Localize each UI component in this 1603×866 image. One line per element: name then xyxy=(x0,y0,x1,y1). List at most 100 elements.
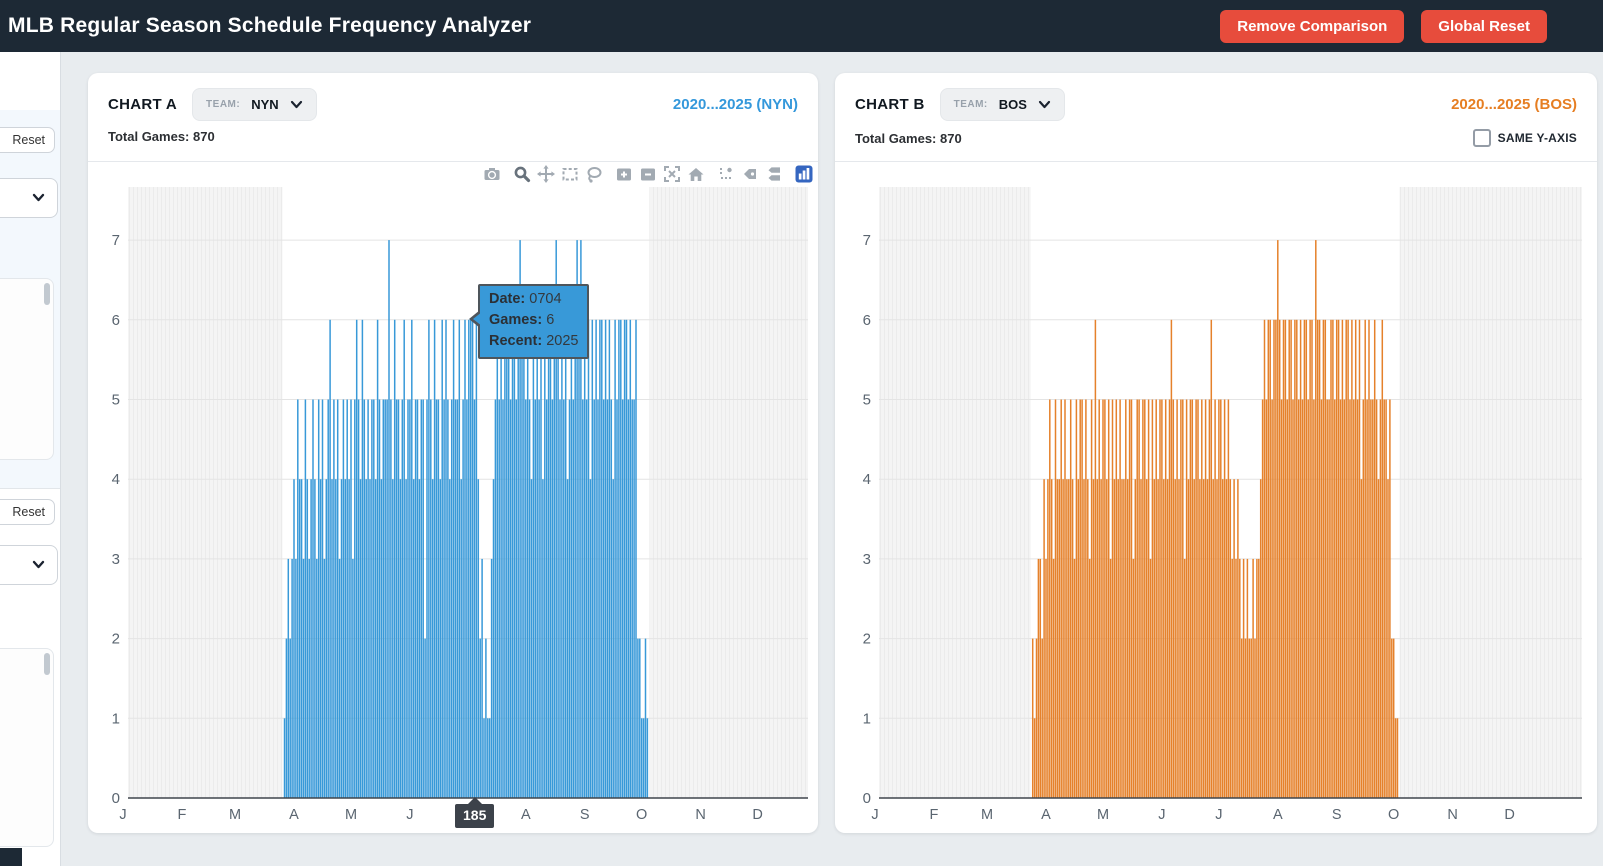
team-label: TEAM: xyxy=(206,99,241,110)
plotly-logo-icon[interactable] xyxy=(793,162,814,185)
svg-text:4: 4 xyxy=(112,471,120,488)
scrollbar-thumb[interactable] xyxy=(44,653,50,675)
top-bar: MLB Regular Season Schedule Frequency An… xyxy=(0,0,1603,52)
autoscale-icon[interactable] xyxy=(661,162,682,185)
svg-text:J: J xyxy=(871,807,878,823)
svg-text:M: M xyxy=(981,807,993,823)
chart-b-card: CHART B TEAM: BOS 2020...2025 (BOS) Tota… xyxy=(835,73,1597,833)
svg-text:7: 7 xyxy=(863,232,871,249)
svg-text:F: F xyxy=(177,807,186,823)
chart-a-xaxis-hover-label: 185 xyxy=(455,797,495,828)
svg-text:M: M xyxy=(229,807,241,823)
zoom-in-icon[interactable] xyxy=(613,162,634,185)
svg-text:2: 2 xyxy=(863,631,871,648)
svg-text:5: 5 xyxy=(112,392,120,409)
svg-text:4: 4 xyxy=(863,471,871,488)
chart-a-header: CHART A TEAM: NYN 2020...2025 (NYN) Tota… xyxy=(88,73,818,162)
team-value: NYN xyxy=(251,97,279,112)
chevron-down-icon xyxy=(290,100,302,109)
chart-a-title: CHART A xyxy=(108,96,178,113)
modebar-group xyxy=(613,162,706,185)
plotly-modebar xyxy=(472,162,814,185)
svg-text:1: 1 xyxy=(112,710,120,727)
svg-text:N: N xyxy=(695,807,705,823)
same-y-axis-checkbox[interactable] xyxy=(1472,129,1491,147)
svg-text:J: J xyxy=(1158,807,1165,823)
svg-text:D: D xyxy=(1504,807,1514,823)
chart-b-team-select[interactable]: TEAM: BOS xyxy=(939,88,1065,121)
svg-text:N: N xyxy=(1447,807,1457,823)
chart-a-card: CHART A TEAM: NYN 2020...2025 (NYN) Tota… xyxy=(88,73,818,833)
filter-reset-button-1[interactable]: Reset xyxy=(0,127,55,153)
modebar-group xyxy=(715,162,784,185)
svg-text:A: A xyxy=(1273,807,1283,823)
svg-text:J: J xyxy=(119,807,126,823)
team-label: TEAM: xyxy=(953,99,988,110)
svg-text:1: 1 xyxy=(863,710,871,727)
chart-b-title: CHART B xyxy=(855,96,925,113)
chevron-down-icon xyxy=(1038,100,1051,109)
filter-sidebar: Reset Reset xyxy=(0,52,61,866)
remove-comparison-button[interactable]: Remove Comparison xyxy=(1220,9,1405,43)
filter-listbox-2[interactable] xyxy=(0,648,54,847)
svg-text:J: J xyxy=(406,807,413,823)
chart-b-plot[interactable]: 0 1 2 3 4 5 6 7 J F M A M J J A S O N D xyxy=(837,165,1593,831)
chevron-down-icon xyxy=(32,193,45,202)
svg-text:0: 0 xyxy=(112,790,120,807)
same-y-axis-label: SAME Y-AXIS xyxy=(1497,131,1577,145)
scrollbar-thumb[interactable] xyxy=(44,283,50,305)
svg-text:0: 0 xyxy=(863,790,871,807)
svg-text:M: M xyxy=(1097,807,1109,823)
pan-icon[interactable] xyxy=(535,162,556,185)
toggle-spikelines-icon[interactable] xyxy=(715,162,736,185)
zoom-icon[interactable] xyxy=(511,162,532,185)
filter-select-1[interactable] xyxy=(0,178,58,218)
chart-b-total-games: Total Games: 870 xyxy=(855,130,962,146)
hover-arrow-icon xyxy=(467,797,482,804)
svg-text:6: 6 xyxy=(863,312,871,329)
svg-text:7: 7 xyxy=(112,232,120,249)
chart-a-team-select[interactable]: TEAM: NYN xyxy=(192,88,317,121)
page-title: MLB Regular Season Schedule Frequency An… xyxy=(8,14,532,37)
chart-b-period-label: 2020...2025 (BOS) xyxy=(1451,96,1577,113)
global-reset-button[interactable]: Global Reset xyxy=(1421,9,1547,43)
chart-b-header: CHART B TEAM: BOS 2020...2025 (BOS) Tota… xyxy=(835,73,1597,162)
svg-text:6: 6 xyxy=(112,312,120,329)
lasso-select-icon[interactable] xyxy=(583,162,604,185)
filter-reset-button-2[interactable]: Reset xyxy=(0,499,55,525)
svg-text:A: A xyxy=(1041,807,1051,823)
filter-select-2[interactable] xyxy=(0,545,58,585)
svg-text:S: S xyxy=(580,807,590,823)
svg-text:A: A xyxy=(289,807,299,823)
modebar-group xyxy=(481,162,502,185)
svg-text:A: A xyxy=(521,807,531,823)
svg-text:F: F xyxy=(929,807,938,823)
team-value: BOS xyxy=(998,97,1027,112)
svg-text:3: 3 xyxy=(863,551,871,568)
chevron-down-icon xyxy=(32,560,45,569)
svg-text:2: 2 xyxy=(112,631,120,648)
camera-icon[interactable] xyxy=(481,162,502,185)
modebar-group xyxy=(793,162,814,185)
svg-text:O: O xyxy=(1388,807,1399,823)
footer-strip xyxy=(0,848,22,866)
top-bar-actions: Remove Comparison Global Reset xyxy=(1220,9,1547,43)
svg-text:J: J xyxy=(1215,807,1222,823)
same-y-axis-control: SAME Y-AXIS xyxy=(1472,129,1577,147)
reset-axes-icon[interactable] xyxy=(685,162,706,185)
svg-text:O: O xyxy=(636,807,647,823)
chart-a-period-label: 2020...2025 (NYN) xyxy=(672,96,798,113)
svg-text:D: D xyxy=(752,807,762,823)
hover-compare-icon[interactable] xyxy=(763,162,784,185)
svg-text:3: 3 xyxy=(112,551,120,568)
hover-closest-icon[interactable] xyxy=(739,162,760,185)
filter-listbox-1[interactable] xyxy=(0,278,54,460)
svg-text:M: M xyxy=(345,807,357,823)
svg-text:S: S xyxy=(1332,807,1342,823)
svg-text:5: 5 xyxy=(863,392,871,409)
chart-a-total-games: Total Games: 870 xyxy=(108,129,215,144)
box-select-icon[interactable] xyxy=(559,162,580,185)
zoom-out-icon[interactable] xyxy=(637,162,658,185)
